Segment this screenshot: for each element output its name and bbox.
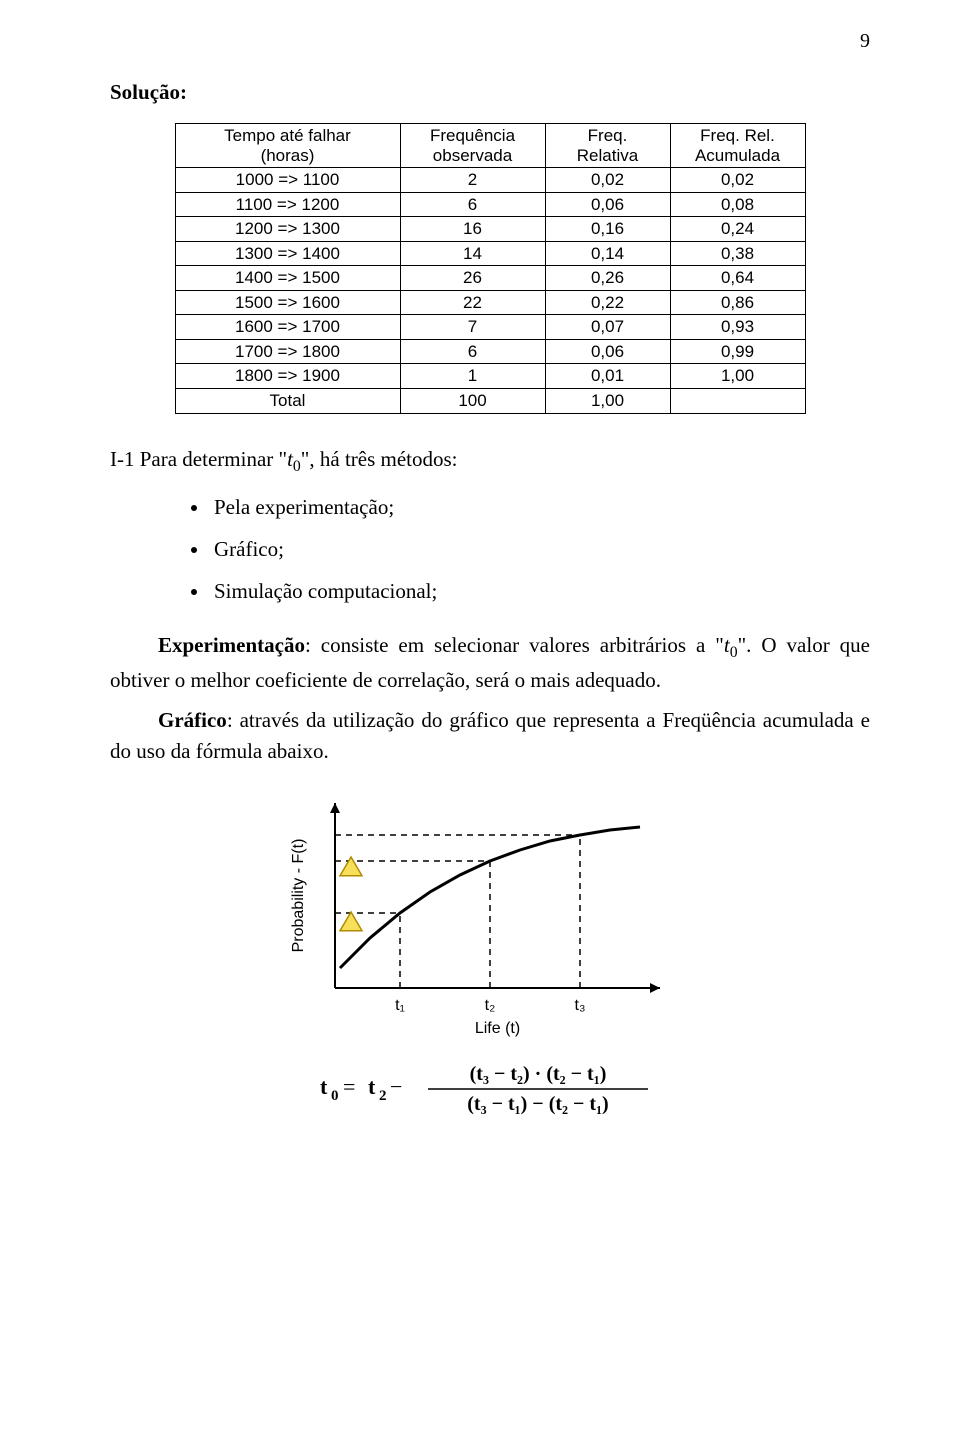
svg-text:t₃: t₃ bbox=[575, 997, 586, 1014]
t0-formula: t0 = t2 − (t₃ − t₂) · (t₂ − t₁)(t₃ − t₁)… bbox=[310, 1052, 670, 1122]
svg-text:t: t bbox=[368, 1074, 376, 1099]
method-3: Simulação computacional; bbox=[210, 570, 870, 612]
th-rel-1: Freq. bbox=[588, 126, 628, 145]
frequency-table: Tempo até falhar (horas) Frequência obse… bbox=[175, 123, 806, 414]
table-total-row: Total1001,00 bbox=[175, 389, 805, 414]
svg-text:(t₃ − t₂) · (t₂ − t₁): (t₃ − t₂) · (t₂ − t₁) bbox=[470, 1063, 607, 1085]
table-row: 1100 => 120060,060,08 bbox=[175, 192, 805, 217]
svg-text:Life (t): Life (t) bbox=[475, 1020, 520, 1037]
th-acc-2: Acumulada bbox=[695, 146, 780, 165]
svg-text:0: 0 bbox=[331, 1088, 339, 1104]
svg-text:(t₃ − t₁) − (t₂ − t₁): (t₃ − t₁) − (t₂ − t₁) bbox=[467, 1093, 608, 1115]
th-time-1: Tempo até falhar bbox=[224, 126, 351, 145]
i1-line: I-1 Para determinar "t0", há três método… bbox=[110, 444, 870, 479]
th-rel-2: Relativa bbox=[577, 146, 638, 165]
th-freq-2: observada bbox=[433, 146, 512, 165]
methods-list: Pela experimentação; Gráfico; Simulação … bbox=[110, 486, 870, 612]
table-row: 1800 => 190010,011,00 bbox=[175, 364, 805, 389]
page-number: 9 bbox=[860, 30, 870, 53]
th-acc-1: Freq. Rel. bbox=[700, 126, 775, 145]
method-2: Gráfico; bbox=[210, 528, 870, 570]
svg-text:t: t bbox=[320, 1074, 328, 1099]
table-row: 1500 => 1600220,220,86 bbox=[175, 290, 805, 315]
table-row: 1700 => 180060,060,99 bbox=[175, 339, 805, 364]
table-row: 1300 => 1400140,140,38 bbox=[175, 241, 805, 266]
table-row: 1600 => 170070,070,93 bbox=[175, 315, 805, 340]
svg-text:Probability - F(t): Probability - F(t) bbox=[290, 838, 307, 952]
svg-text:−: − bbox=[390, 1074, 402, 1099]
table-row: 1000 => 110020,020,02 bbox=[175, 168, 805, 193]
solution-heading: Solução: bbox=[110, 80, 870, 105]
svg-text:t₁: t₁ bbox=[395, 997, 405, 1014]
th-freq-1: Frequência bbox=[430, 126, 515, 145]
th-time-2: (horas) bbox=[261, 146, 315, 165]
experimentacao-para: Experimentação: consiste em selecionar v… bbox=[110, 630, 870, 696]
grafico-para: Gráfico: através da utilização do gráfic… bbox=[110, 705, 870, 768]
svg-text:2: 2 bbox=[379, 1088, 387, 1104]
table-row: 1200 => 1300160,160,24 bbox=[175, 217, 805, 242]
svg-text:t₂: t₂ bbox=[485, 997, 496, 1014]
svg-text:=: = bbox=[343, 1074, 355, 1099]
probability-life-chart: t₁ t₂ t₃ Life (t) Probability - F(t) bbox=[280, 778, 700, 1038]
table-row: 1400 => 1500260,260,64 bbox=[175, 266, 805, 291]
method-1: Pela experimentação; bbox=[210, 486, 870, 528]
